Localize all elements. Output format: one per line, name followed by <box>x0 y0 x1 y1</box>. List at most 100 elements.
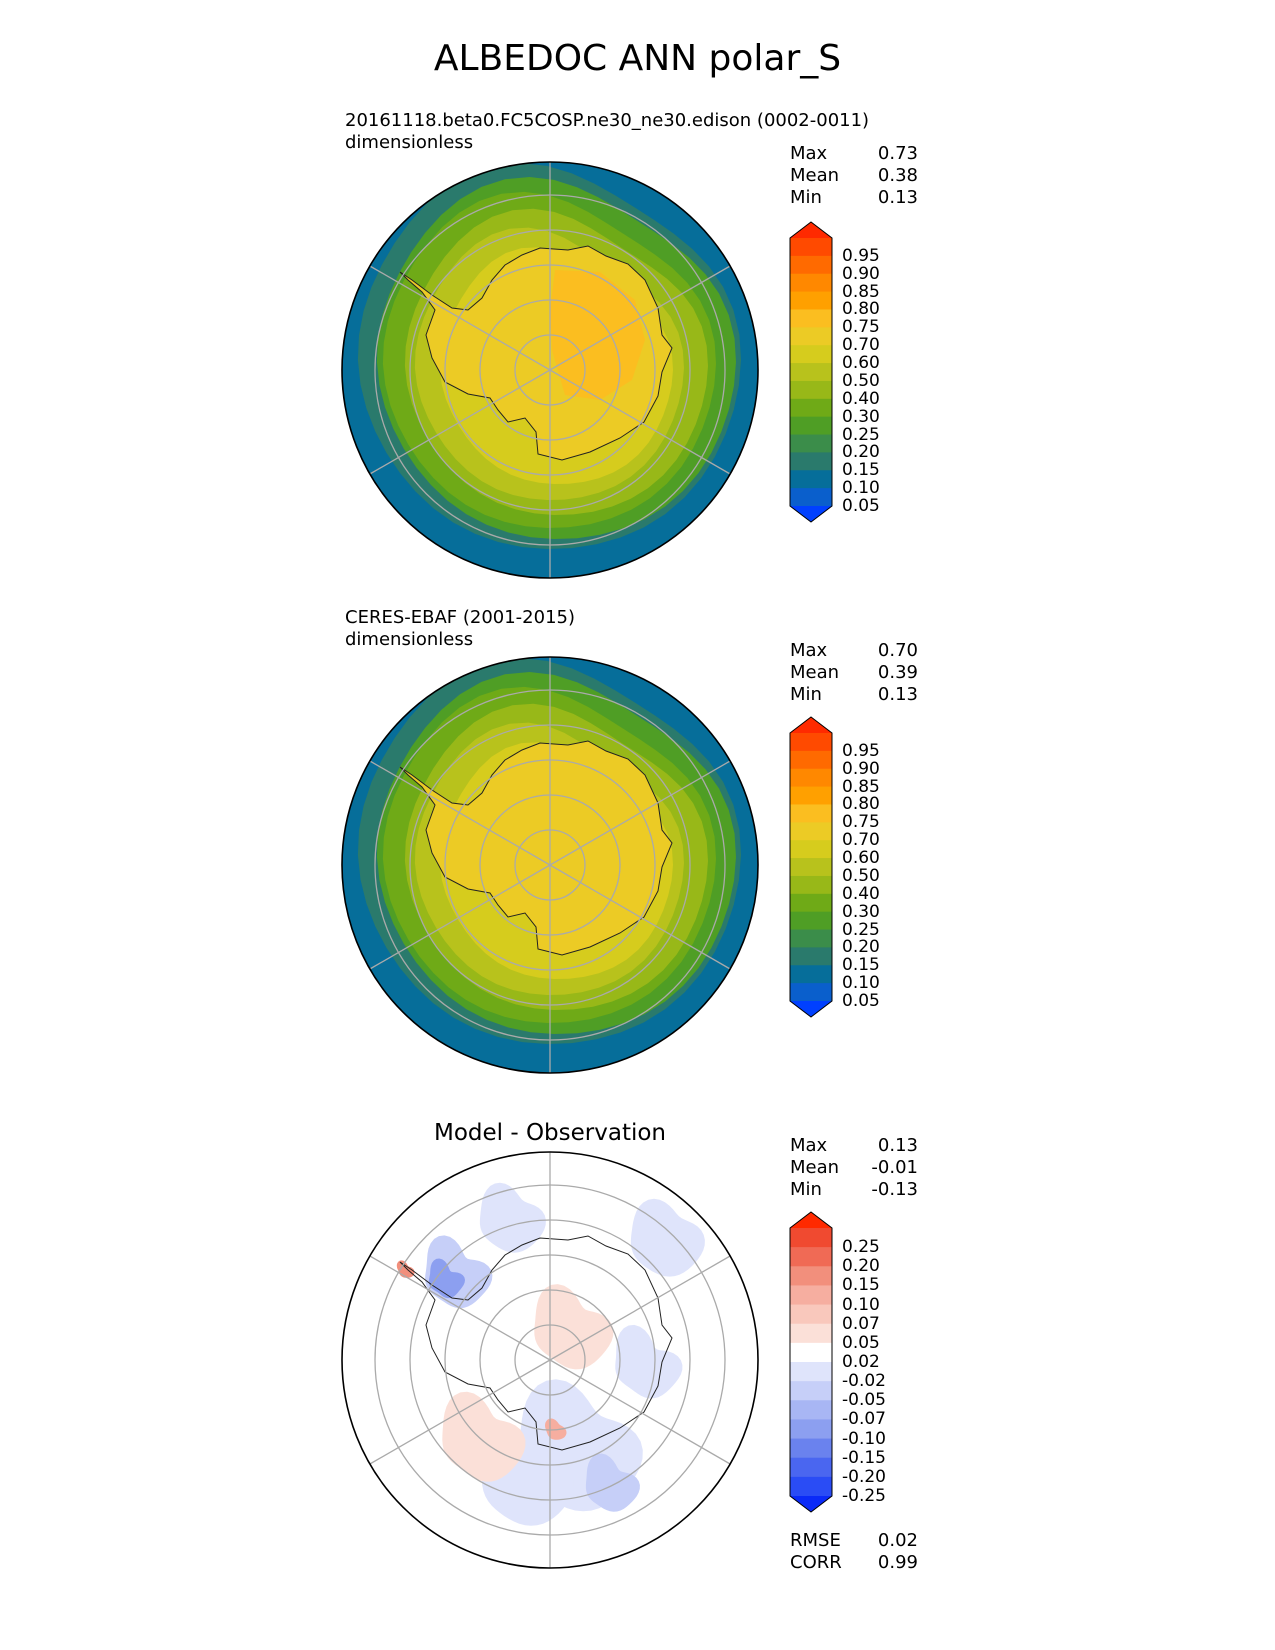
stat-label: Min <box>790 1179 822 1200</box>
longitude-gridline <box>369 1359 551 1465</box>
stat-label: Max <box>790 640 828 661</box>
colorbar-tick-label: 0.80 <box>842 299 880 320</box>
colorbar-segment <box>790 1266 832 1287</box>
colorbar-segment <box>790 875 832 895</box>
antarctic-coastline <box>399 740 673 956</box>
colorbar-tick-label: -0.15 <box>842 1447 886 1468</box>
panel-3-colorbar <box>789 1211 833 1513</box>
colorbar-segment <box>790 488 832 507</box>
negative-difference-area <box>585 1453 640 1512</box>
metric-value: 0.99 <box>877 1552 918 1573</box>
colorbar-tick-label: 0.15 <box>842 955 880 976</box>
colorbar-segment <box>790 273 832 293</box>
longitude-gridline <box>549 1359 731 1465</box>
colorbar-tick-label: 0.20 <box>842 937 880 958</box>
panel-3-metrics: RMSE 0.02 CORR 0.99 <box>790 1530 918 1574</box>
colorbar-extend-min <box>790 506 832 522</box>
colorbar-extend-max <box>790 717 832 733</box>
colorbar-extend-min <box>790 1001 832 1017</box>
stat-value: 0.70 <box>877 640 918 661</box>
colorbar-tick-label: 0.05 <box>842 991 880 1011</box>
colorbar-segment <box>790 965 832 984</box>
colorbar-segment <box>790 1304 832 1325</box>
panel-1-subtitle: 20161118.beta0.FC5COSP.ne30_ne30.edison … <box>345 110 870 131</box>
colorbar-segment <box>790 786 832 806</box>
colorbar-segment <box>790 911 832 931</box>
colorbar-tick-label: 0.30 <box>842 406 880 427</box>
colorbar-segment <box>790 858 832 877</box>
longitude-gridline <box>549 1255 731 1361</box>
longitude-gridline <box>369 1255 551 1361</box>
colorbar-segment <box>790 983 832 1002</box>
positive-difference-area <box>534 1284 614 1370</box>
colorbar-segment <box>790 822 832 841</box>
colorbar-segment <box>790 470 832 489</box>
map-boundary <box>341 656 759 1074</box>
colorbar-tick-label: 0.10 <box>842 1294 880 1315</box>
longitude-gridline <box>369 760 551 866</box>
colorbar-segment <box>790 1323 832 1344</box>
colorbar-tick-label: 0.95 <box>842 245 880 266</box>
colorbar-tick-label: 0.15 <box>842 1275 880 1296</box>
longitude-gridline <box>369 265 551 371</box>
panel-2-stats: Max 0.70 Mean 0.39 Min 0.13 <box>790 640 918 706</box>
colorbar-segment <box>790 947 832 966</box>
colorbar-segment <box>790 1476 832 1497</box>
panel-3-polar-map <box>341 1151 759 1569</box>
colorbar-segment <box>790 327 832 346</box>
stat-value: 0.13 <box>877 187 918 208</box>
colorbar-tick-label: 0.05 <box>842 496 880 516</box>
colorbar-extend-max <box>790 1212 832 1228</box>
colorbar-tick-label: 0.85 <box>842 281 880 302</box>
high-albedo-core <box>550 270 645 400</box>
figure-title: ALBEDOC ANN polar_S <box>433 38 842 79</box>
panel-2-header: CERES-EBAF (2001-2015) dimensionless <box>345 607 575 651</box>
colorbar-tick-label: 0.90 <box>842 758 880 779</box>
colorbar-segment <box>790 929 832 948</box>
colorbar-segment <box>790 398 832 418</box>
colorbar-tick-label: 0.95 <box>842 740 880 761</box>
panel-3-title: Model - Observation <box>433 1120 667 1146</box>
colorbar-tick-label: 0.70 <box>842 830 880 851</box>
negative-difference-area <box>479 1182 546 1253</box>
longitude-gridline <box>549 864 731 970</box>
colorbar-tick-label: 0.10 <box>842 478 880 499</box>
colorbar-segment <box>790 1362 832 1382</box>
colorbar-segment <box>790 291 832 311</box>
colorbar-tick-label: 0.85 <box>842 776 880 797</box>
longitude-gridline <box>369 864 551 970</box>
antarctic-ice-field <box>400 741 672 955</box>
stat-label: Min <box>790 187 822 208</box>
panel-1-units: dimensionless <box>345 132 474 153</box>
colorbar-tick-label: 0.90 <box>842 263 880 284</box>
stat-value: 0.73 <box>877 143 918 164</box>
stat-value: 0.39 <box>877 662 918 683</box>
longitude-gridline <box>549 265 731 371</box>
colorbar-tick-label: -0.25 <box>842 1486 886 1506</box>
colorbar-segment <box>790 345 832 364</box>
colorbar-segment <box>790 893 832 913</box>
antarctic-coastline <box>399 1235 673 1451</box>
colorbar-tick-label: 0.02 <box>842 1352 880 1372</box>
panel-1-stats: Max 0.73 Mean 0.38 Min 0.13 <box>790 143 918 209</box>
colorbar-segment <box>790 840 832 859</box>
colorbar-tick-label: -0.02 <box>842 1371 886 1392</box>
antarctic-coastline <box>399 245 673 461</box>
colorbar-tick-label: 0.75 <box>842 812 880 833</box>
colorbar-outline <box>789 1211 833 1513</box>
colorbar-tick-label: -0.20 <box>842 1466 886 1487</box>
colorbar-outline <box>789 716 833 1018</box>
colorbar-tick-label: 0.50 <box>842 865 880 886</box>
colorbar-segment <box>790 1285 832 1306</box>
stat-label: Mean <box>790 165 840 186</box>
stat-value: -0.13 <box>871 1179 918 1200</box>
colorbar-tick-label: -0.10 <box>842 1428 886 1449</box>
colorbar-segment <box>790 750 832 770</box>
colorbar-tick-label: -0.05 <box>842 1390 886 1411</box>
colorbar-extend-max <box>790 222 832 238</box>
metric-label: RMSE <box>790 1530 841 1551</box>
colorbar-tick-label: 0.30 <box>842 901 880 922</box>
panel-1-header: 20161118.beta0.FC5COSP.ne30_ne30.edison … <box>345 110 869 154</box>
map-boundary <box>341 161 759 579</box>
colorbar-tick-label: 0.20 <box>842 442 880 463</box>
